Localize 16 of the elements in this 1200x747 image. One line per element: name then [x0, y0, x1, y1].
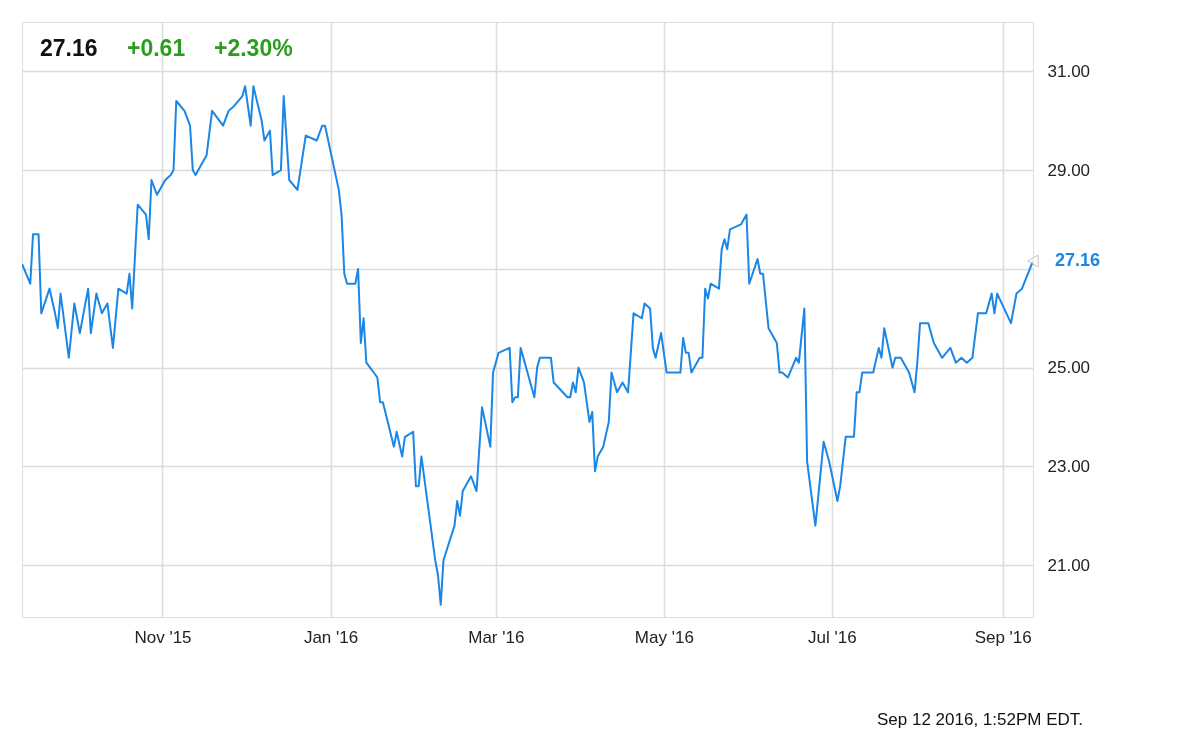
y-tick-label: 23.00 [1047, 456, 1091, 476]
text: Sep 12 2016, 1:52PM EDT. [876, 710, 1083, 729]
annotation: 27.16 [40, 35, 98, 61]
annotation: +2.30% [214, 35, 293, 61]
y-tick-label: 29.00 [1047, 160, 1091, 180]
annotation: 27.16 [1055, 249, 1101, 270]
x-tick-label: Sep '16 [974, 627, 1032, 647]
x-tick-label: Jul '16 [808, 627, 857, 647]
y-tick-label: 31.00 [1047, 61, 1091, 81]
x-tick-label: Jan '16 [303, 627, 359, 647]
y-tick-label: 25.00 [1047, 358, 1091, 378]
x-tick-label: Mar '16 [468, 627, 525, 647]
x-tick-label: Nov '15 [134, 627, 192, 647]
x-tick-label: May '16 [634, 627, 694, 647]
y-tick-label: 21.00 [1047, 555, 1091, 575]
annotation: +0.61 [127, 35, 186, 61]
